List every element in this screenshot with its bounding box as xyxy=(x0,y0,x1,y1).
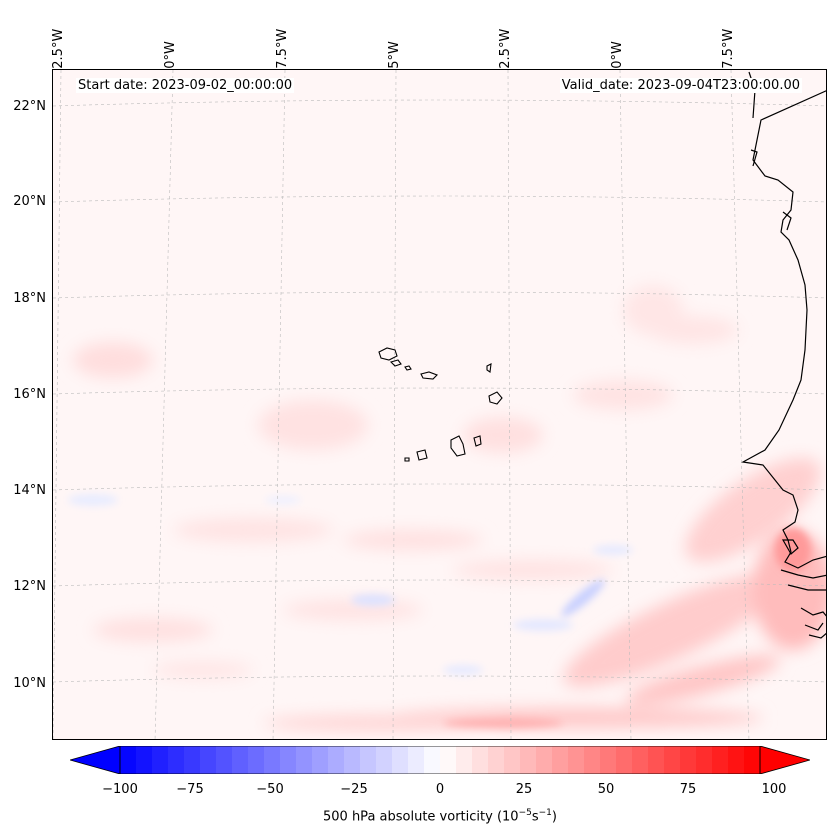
latitude-label: 22°N xyxy=(13,99,46,114)
colorbar-cell xyxy=(648,746,665,774)
colorbar-cell xyxy=(408,746,425,774)
colorbar-cell xyxy=(712,746,729,774)
colorbar-extend-low xyxy=(70,746,121,774)
colorbar-cell xyxy=(584,746,601,774)
strong-vorticity-core xyxy=(443,528,811,728)
colorbar-cell xyxy=(232,746,249,774)
colorbar-cell xyxy=(680,746,697,774)
colorbar-cell xyxy=(424,746,441,774)
colorbar-cell xyxy=(184,746,201,774)
latitude-label: 20°N xyxy=(13,194,46,209)
colorbar-cell xyxy=(120,746,137,774)
colorbar-label: 500 hPa absolute vorticity (10−5s−1) xyxy=(323,808,557,825)
colorbar-tick: 25 xyxy=(515,782,533,797)
colorbar-extend-high xyxy=(759,746,810,774)
colorbar-cell xyxy=(168,746,185,774)
colorbar-cell xyxy=(664,746,681,774)
colorbar-cell xyxy=(216,746,233,774)
colorbar-tick: 50 xyxy=(597,782,615,797)
colorbar-cell xyxy=(536,746,553,774)
latitude-label: 16°N xyxy=(13,387,46,402)
latitude-label: 12°N xyxy=(13,579,46,594)
colorbar-cell xyxy=(616,746,633,774)
colorbar-cell xyxy=(440,746,457,774)
colorbar-cell xyxy=(568,746,585,774)
latitude-label: 10°N xyxy=(13,676,46,691)
latitude-label: 18°N xyxy=(13,291,46,306)
map-gridlines xyxy=(53,70,826,739)
cape-verde-islands xyxy=(378,347,503,462)
colorbar-cell xyxy=(376,746,393,774)
colorbar-cell xyxy=(248,746,265,774)
colorbar-cell xyxy=(312,746,329,774)
colorbar-cell xyxy=(696,746,713,774)
colorbar-cell xyxy=(344,746,361,774)
colorbar-cell xyxy=(280,746,297,774)
colorbar-cell xyxy=(504,746,521,774)
colorbar-cell xyxy=(136,746,153,774)
colorbar-cell xyxy=(488,746,505,774)
colorbar-tick: −25 xyxy=(340,782,368,797)
colorbar-cell xyxy=(552,746,569,774)
colorbar-tick: 75 xyxy=(679,782,697,797)
colorbar-cell xyxy=(632,746,649,774)
colorbar-cell xyxy=(472,746,489,774)
colorbar-cell xyxy=(360,746,377,774)
start-date-text: Start date: 2023-09-02_00:00:00 xyxy=(76,78,295,93)
colorbar-tick: 0 xyxy=(435,782,445,797)
colorbar-cell xyxy=(152,746,169,774)
colorbar-cell xyxy=(600,746,617,774)
valid-date-text: Valid_date: 2023-09-04T23:00:00.00 xyxy=(559,78,802,93)
colorbar-cell xyxy=(728,746,745,774)
latitude-label: 14°N xyxy=(13,483,46,498)
colorbar-outline xyxy=(119,746,761,774)
colorbar-cells xyxy=(120,746,761,774)
colorbar-tick: −75 xyxy=(176,782,204,797)
negative-vorticity-field xyxy=(68,494,633,675)
colorbar-tick: −100 xyxy=(102,782,138,797)
map-canvas xyxy=(53,70,826,739)
colorbar-cell xyxy=(744,746,761,774)
colorbar-cell xyxy=(392,746,409,774)
colorbar-cell xyxy=(296,746,313,774)
colorbar-tick: −50 xyxy=(256,782,284,797)
colorbar-cell xyxy=(328,746,345,774)
vorticity-map xyxy=(52,69,827,740)
colorbar-cell xyxy=(200,746,217,774)
colorbar-cell xyxy=(520,746,537,774)
colorbar-tick: 100 xyxy=(761,782,787,797)
colorbar xyxy=(70,746,810,774)
colorbar-cell xyxy=(264,746,281,774)
colorbar-cell xyxy=(456,746,473,774)
